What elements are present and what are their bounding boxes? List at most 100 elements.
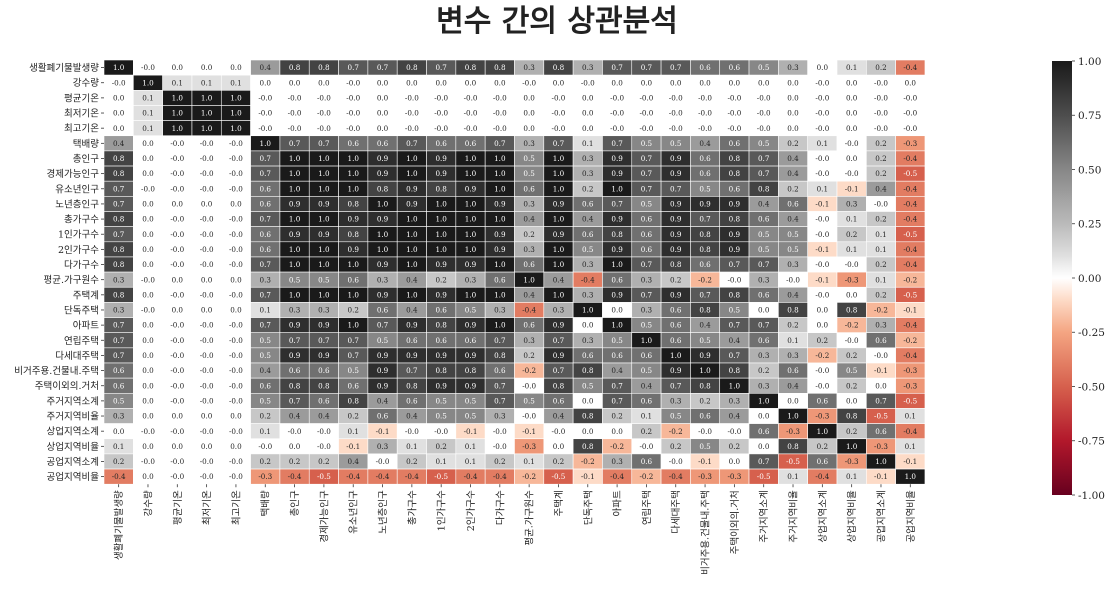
- cell-value-label: 0.6: [582, 200, 594, 209]
- cell-value-label: -0.0: [141, 427, 155, 436]
- cell-value-label: -0.2: [669, 427, 683, 436]
- cell-value-label: -0.0: [229, 381, 243, 390]
- cell-value-label: 1.0: [172, 124, 184, 133]
- cell-value-label: 1.0: [494, 154, 506, 163]
- cell-value-label: 0.4: [406, 412, 418, 421]
- x-tick-label: 상업지역비율: [846, 490, 858, 543]
- cell-value-label: 0.8: [729, 290, 741, 299]
- cell-value-label: 0.1: [875, 230, 886, 239]
- cell-value-label: -0.0: [727, 427, 741, 436]
- cell-value-label: 0.4: [289, 412, 301, 421]
- cell-value-label: -0.0: [317, 109, 331, 118]
- cell-value-label: 0.7: [318, 139, 330, 148]
- cell-value-label: -0.0: [845, 169, 859, 178]
- cell-value-label: 0.0: [142, 139, 154, 148]
- cell-value-label: 0.1: [142, 109, 153, 118]
- y-tick-label: 1인가구수: [58, 230, 99, 241]
- cell-value-label: 0.2: [494, 457, 505, 466]
- cell-value-label: 1.0: [553, 184, 565, 193]
- cell-value-label: -0.0: [786, 275, 800, 284]
- cell-value-label: 0.0: [787, 109, 799, 118]
- cell-value-label: 0.2: [699, 396, 710, 405]
- cell-value-label: 0.0: [230, 200, 242, 209]
- cell-value-label: -0.0: [639, 442, 653, 451]
- cell-value-label: 0.0: [582, 427, 594, 436]
- cell-value-label: 0.0: [787, 124, 799, 133]
- cell-value-label: 1.0: [846, 442, 858, 451]
- cell-value-label: 0.0: [142, 351, 154, 360]
- cell-value-label: -0.4: [903, 154, 917, 163]
- cell-value-label: 0.0: [201, 442, 213, 451]
- cell-value-label: 0.7: [729, 321, 741, 330]
- cell-value-label: 0.0: [758, 412, 770, 421]
- cell-value-label: -0.0: [757, 93, 771, 102]
- cell-value-label: 0.9: [289, 351, 301, 360]
- cell-value-label: 0.9: [670, 154, 682, 163]
- cell-value-label: 0.9: [289, 230, 301, 239]
- cell-value-label: 0.9: [406, 321, 418, 330]
- cell-value-label: 1.0: [611, 184, 623, 193]
- cell-value-label: 1.0: [318, 154, 330, 163]
- cell-value-label: 0.2: [846, 427, 857, 436]
- cell-value-label: 1.0: [230, 93, 242, 102]
- cell-value-label: -0.2: [903, 275, 917, 284]
- cell-value-label: -0.0: [669, 109, 683, 118]
- cell-value-label: 0.1: [641, 412, 652, 421]
- cell-value-label: 0.3: [523, 139, 535, 148]
- cell-value-label: -0.0: [610, 109, 624, 118]
- cell-value-label: 0.0: [494, 78, 506, 87]
- cell-value-label: -0.0: [581, 78, 595, 87]
- cell-value-label: 0.1: [846, 245, 857, 254]
- cell-value-label: 1.0: [201, 93, 213, 102]
- cell-value-label: 0.0: [846, 93, 858, 102]
- cell-value-label: 0.7: [289, 139, 301, 148]
- cell-value-label: 0.0: [172, 442, 184, 451]
- y-tick-label: 택배량: [73, 138, 99, 150]
- cell-value-label: 1.0: [289, 154, 301, 163]
- cell-value-label: -0.0: [669, 124, 683, 133]
- x-tick-label: 연립주택: [641, 490, 653, 525]
- cell-value-label: 0.5: [787, 245, 799, 254]
- cell-value-label: -0.0: [200, 396, 214, 405]
- cell-value-label: -0.0: [815, 366, 829, 375]
- x-tick-label: 주거지역소계: [758, 490, 770, 542]
- cell-value-label: -0.0: [522, 78, 536, 87]
- cell-value-label: 1.0: [553, 169, 565, 178]
- cell-value-label: -0.0: [258, 109, 272, 118]
- cell-value-label: -0.1: [376, 427, 390, 436]
- x-tick-label: 노년층인구: [378, 490, 389, 534]
- cell-value-label: 0.0: [377, 93, 389, 102]
- cell-value-label: 0.4: [641, 381, 653, 390]
- cell-value-label: -0.0: [845, 260, 859, 269]
- cell-value-label: 0.8: [699, 381, 711, 390]
- cell-value-label: 0.7: [260, 154, 272, 163]
- cell-value-label: -0.5: [317, 472, 331, 481]
- cell-value-label: 0.8: [348, 396, 360, 405]
- cell-value-label: 0.4: [553, 275, 565, 284]
- cell-value-label: -0.0: [346, 109, 360, 118]
- cell-value-label: 0.6: [523, 321, 535, 330]
- cell-value-label: 0.4: [699, 139, 711, 148]
- cell-value-label: 0.4: [787, 154, 799, 163]
- cell-value-label: 0.0: [905, 78, 917, 87]
- cell-value-label: 0.2: [846, 351, 857, 360]
- cell-value-label: 0.0: [113, 124, 125, 133]
- cell-value-label: 0.9: [670, 245, 682, 254]
- cell-value-label: 1.0: [406, 245, 418, 254]
- cell-value-label: -0.0: [639, 109, 653, 118]
- cell-value-label: -0.0: [493, 427, 507, 436]
- x-tick-label: 2인가구수: [466, 490, 477, 531]
- cell-value-label: -0.1: [903, 306, 917, 315]
- y-tick-label: 아파트: [73, 321, 99, 332]
- cell-value-label: 0.7: [670, 63, 682, 72]
- cell-value-label: 0.8: [318, 381, 330, 390]
- cell-value-label: 0.8: [289, 63, 301, 72]
- cell-value-label: -0.0: [757, 124, 771, 133]
- cell-value-label: 0.3: [582, 290, 594, 299]
- cell-value-label: -0.0: [170, 184, 184, 193]
- x-tick-label: 공업지역소계: [875, 490, 887, 542]
- cell-value-label: 0.3: [318, 306, 330, 315]
- cell-value-label: 0.7: [699, 215, 711, 224]
- cell-value-label: -0.0: [346, 78, 360, 87]
- cell-value-label: 0.0: [817, 321, 829, 330]
